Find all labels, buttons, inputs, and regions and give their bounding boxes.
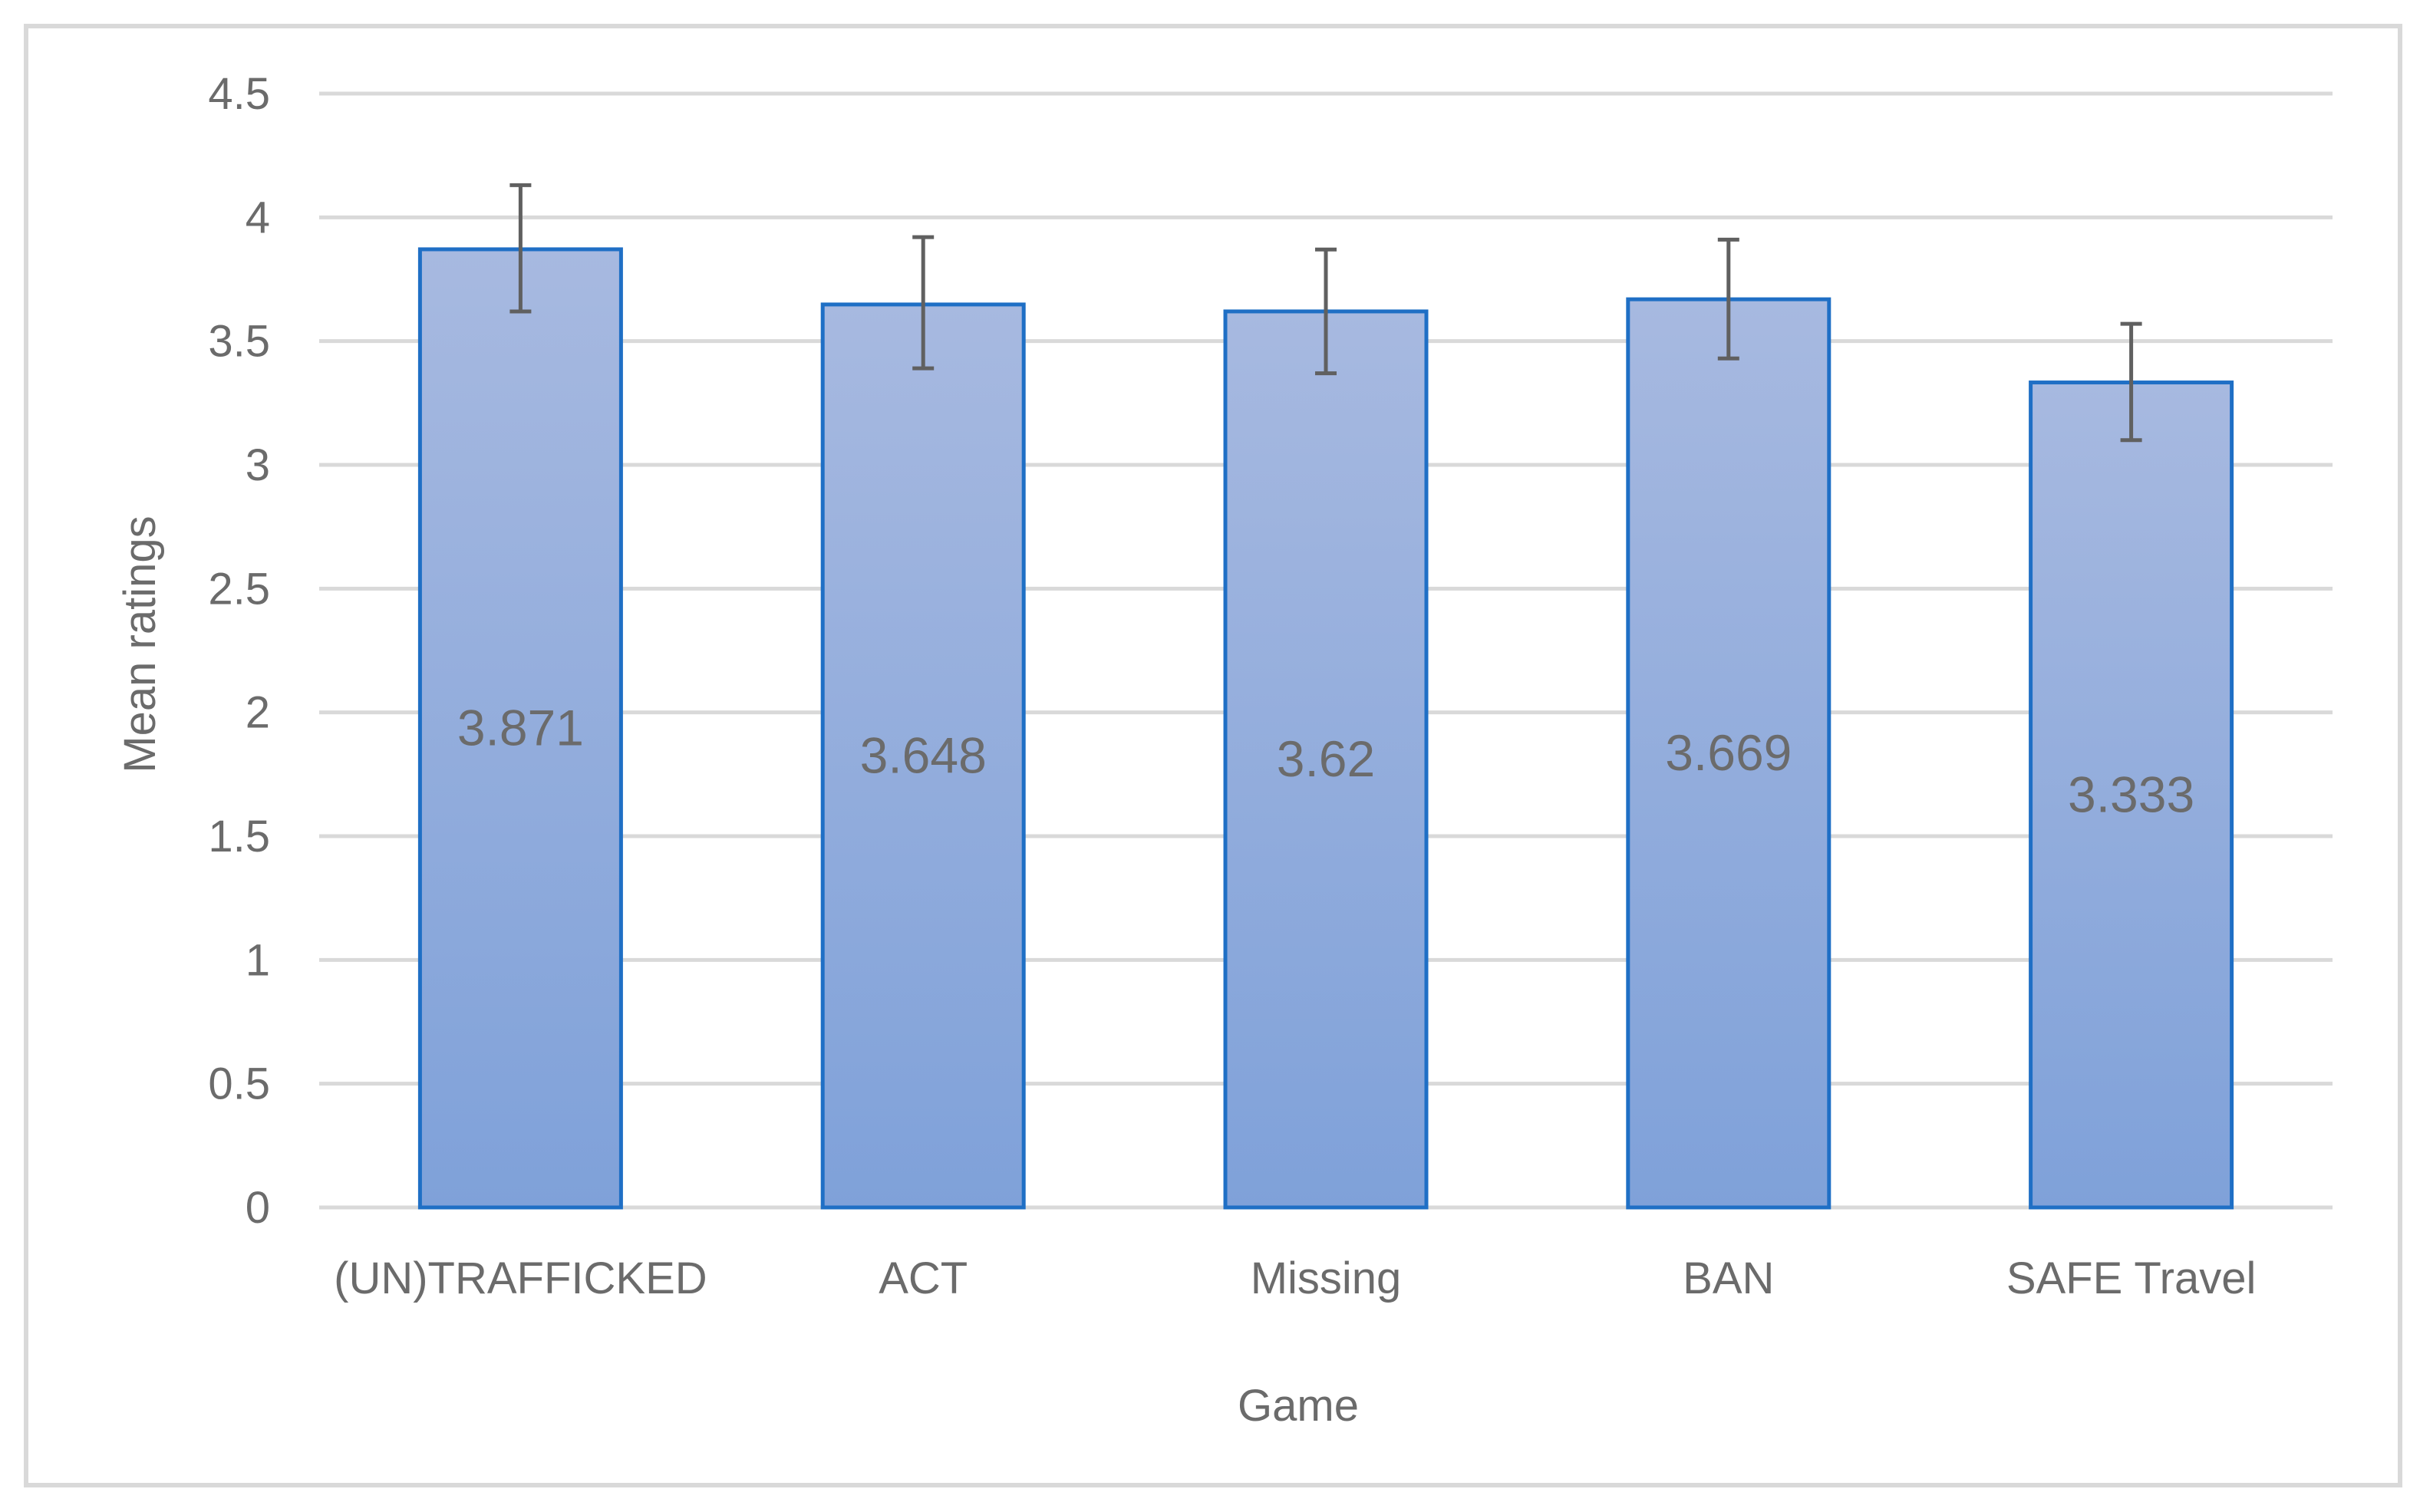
y-tick-label: 3.5	[208, 317, 270, 367]
data-label: 3.62	[1277, 730, 1375, 787]
bars	[417, 247, 2234, 1210]
bar	[820, 302, 1026, 1210]
x-axis-title: Game	[1238, 1381, 1359, 1431]
bar	[417, 247, 623, 1210]
gridlines	[319, 91, 2333, 1210]
y-tick-label: 0.5	[208, 1059, 270, 1109]
y-tick-label: 2	[246, 688, 270, 738]
x-tick-label: SAFE Travel	[2006, 1253, 2257, 1303]
data-label: 3.648	[860, 726, 987, 783]
data-labels: 3.871 3.648 3.62 3.669 3.333	[457, 699, 2194, 822]
bar	[2029, 380, 2234, 1210]
x-tick-label: (UN)TRAFFICKED	[334, 1253, 707, 1303]
bar	[1626, 297, 1831, 1210]
data-label: 3.669	[1665, 724, 1792, 781]
y-tick-label: 0	[246, 1183, 270, 1233]
data-label: 3.871	[457, 699, 584, 756]
y-tick-label: 3	[246, 440, 270, 490]
x-tick-label: ACT	[879, 1253, 968, 1303]
x-tick-label: BAN	[1683, 1253, 1774, 1303]
y-tick-label: 4	[246, 193, 270, 242]
y-tick-label: 1.5	[208, 812, 270, 861]
x-tick-label: Missing	[1251, 1253, 1402, 1303]
y-tick-label: 4.5	[208, 69, 270, 119]
bar	[1223, 309, 1429, 1210]
y-tick-label: 2.5	[208, 564, 270, 614]
x-axis-tick-labels: (UN)TRAFFICKED ACT Missing BAN SAFE Travel	[334, 1253, 2256, 1303]
y-axis-title: Mean ratings	[115, 516, 165, 772]
y-axis-tick-labels: 0 0.5 1 1.5 2 2.5 3 3.5 4 4.5	[208, 69, 270, 1233]
data-label: 3.333	[2068, 766, 2194, 822]
y-tick-label: 1	[246, 935, 270, 985]
error-bars	[509, 183, 2142, 443]
